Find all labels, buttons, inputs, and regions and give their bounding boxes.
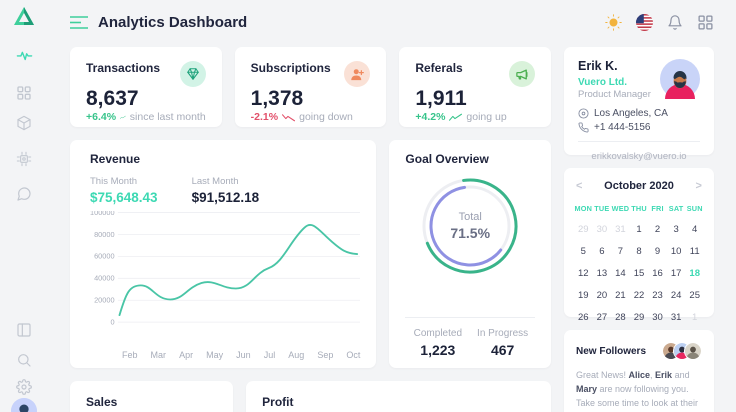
svg-text:100000: 100000 [90, 211, 115, 217]
svg-text:80000: 80000 [94, 230, 114, 239]
svg-text:60000: 60000 [94, 252, 114, 261]
svg-text:0: 0 [110, 318, 114, 327]
svg-text:20000: 20000 [94, 296, 114, 305]
svg-text:40000: 40000 [94, 274, 114, 283]
